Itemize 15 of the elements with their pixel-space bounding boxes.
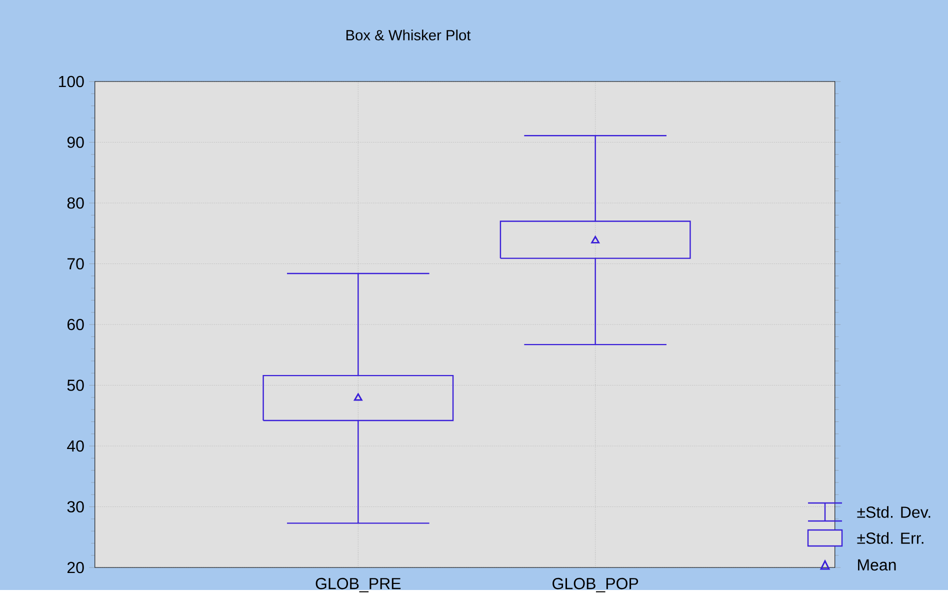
text: Mean (858, 560, 896, 571)
y-tick-label: 70 (67, 258, 84, 270)
y-tick-label: 20 (67, 562, 84, 574)
x-tick-label: GLOB_POP (552, 578, 638, 592)
y-tick-label: 30 (67, 501, 84, 513)
y-tick-label: 40 (67, 440, 84, 452)
y-tick-label: 60 (67, 319, 84, 330)
y-tick-label: 100 (58, 76, 84, 88)
y-tick-label: 90 (67, 136, 84, 148)
x-tick-label: GLOB_PRE (316, 578, 401, 592)
y-tick-label: 50 (67, 380, 84, 392)
text: ±Std. Dev. (857, 506, 930, 518)
y-tick-label: 80 (67, 198, 84, 209)
text: ±Std. Err. (857, 532, 924, 544)
chart-title: Box & Whisker Plot (346, 30, 471, 41)
